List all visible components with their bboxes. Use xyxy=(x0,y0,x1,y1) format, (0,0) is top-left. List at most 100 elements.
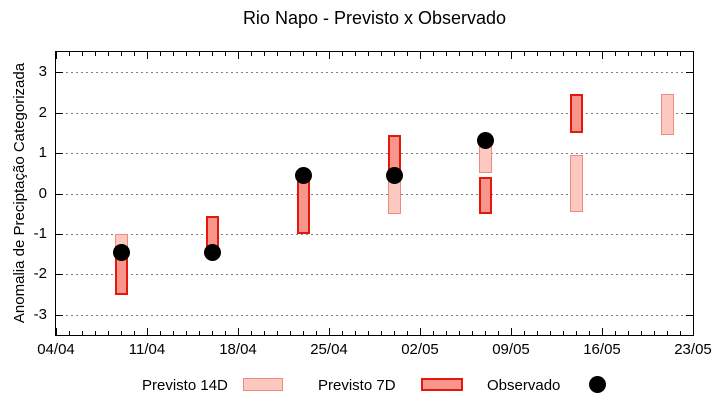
x-minor-tick xyxy=(199,331,200,335)
chart-title: Rio Napo - Previsto x Observado xyxy=(242,8,507,28)
x-minor-tick-top xyxy=(108,52,109,56)
x-minor-tick-top xyxy=(199,52,200,56)
x-minor-tick xyxy=(381,331,382,335)
x-major-tick xyxy=(238,328,239,335)
y-tick-right xyxy=(686,234,693,235)
x-minor-tick-top xyxy=(251,52,252,56)
x-minor-tick-top xyxy=(212,52,213,56)
x-tick-label: 16/05 xyxy=(583,341,621,358)
gridline xyxy=(56,72,692,73)
x-minor-tick-top xyxy=(615,52,616,56)
x-minor-tick-top xyxy=(95,52,96,56)
y-tick-right xyxy=(686,274,693,275)
legend-label-previsto-14d: Previsto 14D xyxy=(142,377,228,394)
y-tick xyxy=(56,72,63,73)
observado-dot xyxy=(294,166,312,184)
x-minor-tick-top xyxy=(69,52,70,56)
x-minor-tick xyxy=(290,331,291,335)
x-minor-tick-top xyxy=(550,52,551,56)
x-tick-label: 11/04 xyxy=(128,341,166,358)
x-minor-tick-top xyxy=(485,52,486,56)
x-minor-tick xyxy=(303,331,304,335)
x-major-tick xyxy=(602,328,603,335)
x-minor-tick xyxy=(277,331,278,335)
y-tick-label: -1 xyxy=(33,224,47,242)
x-minor-tick-top xyxy=(628,52,629,56)
y-tick-label: 0 xyxy=(38,184,47,202)
x-minor-tick xyxy=(407,331,408,335)
x-minor-tick xyxy=(485,331,486,335)
x-minor-tick-top xyxy=(186,52,187,56)
x-minor-tick-top xyxy=(667,52,668,56)
range-bar-previsto-7d xyxy=(296,175,310,234)
y-tick-right xyxy=(686,72,693,73)
y-tick xyxy=(56,153,63,154)
x-minor-tick xyxy=(173,331,174,335)
x-minor-tick xyxy=(446,331,447,335)
x-minor-tick xyxy=(251,331,252,335)
range-bar-previsto-14d xyxy=(569,155,583,212)
x-minor-tick-top xyxy=(173,52,174,56)
observado-dot xyxy=(385,166,403,184)
x-major-tick-top xyxy=(602,52,603,59)
x-major-tick xyxy=(329,328,330,335)
gridline xyxy=(56,315,692,316)
x-minor-tick xyxy=(316,331,317,335)
x-minor-tick xyxy=(108,331,109,335)
observado-dot xyxy=(203,243,221,261)
x-minor-tick-top xyxy=(394,52,395,56)
x-minor-tick xyxy=(667,331,668,335)
x-minor-tick-top xyxy=(134,52,135,56)
x-minor-tick xyxy=(459,331,460,335)
x-major-tick-top xyxy=(56,52,57,59)
x-minor-tick xyxy=(472,331,473,335)
x-minor-tick-top xyxy=(524,52,525,56)
x-minor-tick-top xyxy=(498,52,499,56)
y-tick-right xyxy=(686,194,693,195)
x-minor-tick-top xyxy=(654,52,655,56)
x-major-tick-top xyxy=(238,52,239,59)
observado-dot xyxy=(476,132,494,150)
x-minor-tick-top xyxy=(342,52,343,56)
x-minor-tick-top xyxy=(589,52,590,56)
legend-swatch-observado-dot xyxy=(589,376,606,393)
plot-area xyxy=(55,51,694,336)
range-bar-previsto-7d xyxy=(569,94,583,133)
x-minor-tick xyxy=(69,331,70,335)
x-minor-tick xyxy=(524,331,525,335)
x-major-tick xyxy=(56,328,57,335)
y-tick-right xyxy=(686,315,693,316)
x-minor-tick xyxy=(160,331,161,335)
gridline xyxy=(56,194,692,195)
observado-dot xyxy=(112,243,130,261)
y-tick xyxy=(56,113,63,114)
y-tick xyxy=(56,274,63,275)
x-minor-tick-top xyxy=(316,52,317,56)
x-major-tick xyxy=(511,328,512,335)
x-minor-tick xyxy=(563,331,564,335)
x-minor-tick-top xyxy=(563,52,564,56)
y-tick-label: 3 xyxy=(38,63,47,81)
x-tick-label: 04/04 xyxy=(37,341,75,358)
x-major-tick xyxy=(693,328,694,335)
x-minor-tick xyxy=(82,331,83,335)
x-major-tick-top xyxy=(329,52,330,59)
x-tick-label: 18/04 xyxy=(219,341,257,358)
x-minor-tick xyxy=(355,331,356,335)
y-tick-label: 1 xyxy=(38,144,47,162)
x-minor-tick-top xyxy=(277,52,278,56)
x-minor-tick-top xyxy=(680,52,681,56)
x-minor-tick xyxy=(628,331,629,335)
legend-label-previsto-7d: Previsto 7D xyxy=(318,377,396,394)
x-tick-label: 23/05 xyxy=(674,341,712,358)
x-minor-tick xyxy=(589,331,590,335)
x-minor-tick xyxy=(368,331,369,335)
y-tick-right xyxy=(686,113,693,114)
x-minor-tick xyxy=(95,331,96,335)
x-minor-tick xyxy=(615,331,616,335)
gridline xyxy=(56,113,692,114)
x-minor-tick-top xyxy=(576,52,577,56)
gridline xyxy=(56,234,692,235)
